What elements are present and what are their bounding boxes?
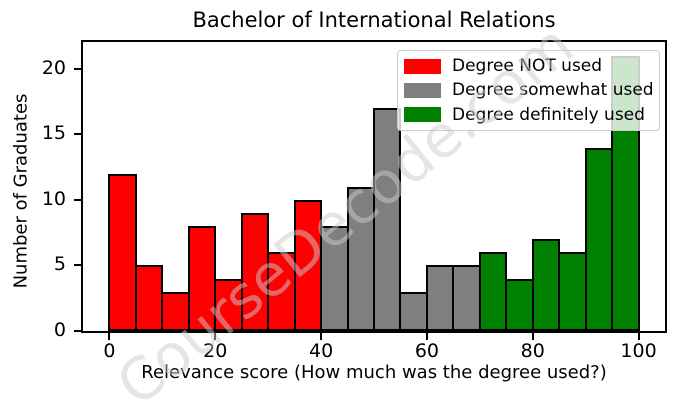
histogram-bar bbox=[108, 173, 137, 331]
y-tick-mark bbox=[74, 133, 81, 136]
y-tick-mark bbox=[74, 67, 81, 70]
y-tick-label: 5 bbox=[53, 253, 66, 276]
x-tick-label: 20 bbox=[203, 340, 228, 362]
histogram-bar bbox=[373, 108, 402, 331]
legend-item-label: Degree NOT used bbox=[452, 56, 603, 77]
histogram-bar bbox=[505, 278, 534, 331]
histogram-bar bbox=[399, 291, 428, 331]
y-tick-label: 15 bbox=[41, 122, 66, 145]
x-tick-label: 100 bbox=[620, 340, 657, 362]
histogram-bar bbox=[558, 252, 587, 331]
x-tick-mark bbox=[214, 333, 217, 340]
x-tick-label: 40 bbox=[308, 340, 334, 362]
legend-swatch bbox=[404, 58, 441, 74]
legend: Degree NOT used Degree somewhat used Degre… bbox=[397, 50, 660, 131]
x-tick-mark bbox=[320, 333, 323, 340]
histogram-bar bbox=[584, 147, 614, 331]
y-tick-mark bbox=[74, 198, 81, 201]
legend-swatch bbox=[404, 82, 441, 98]
legend-item: Degree NOT used bbox=[404, 56, 659, 76]
y-tick-label: 0 bbox=[53, 319, 66, 341]
histogram-bar bbox=[161, 291, 190, 331]
legend-item-label: Degree somewhat used bbox=[452, 80, 654, 101]
histogram-bar bbox=[267, 252, 296, 331]
histogram-bar bbox=[425, 265, 455, 331]
histogram-bar bbox=[293, 199, 323, 331]
x-tick-mark bbox=[637, 333, 640, 340]
histogram-bar bbox=[187, 226, 217, 331]
histogram-bar bbox=[452, 265, 481, 331]
histogram-bar bbox=[320, 226, 349, 331]
histogram-bar bbox=[478, 252, 508, 331]
y-tick-mark bbox=[74, 330, 81, 332]
histogram-bar bbox=[134, 265, 164, 331]
x-tick-label: 60 bbox=[414, 340, 439, 362]
y-tick-label: 20 bbox=[41, 56, 66, 79]
y-tick-mark bbox=[74, 264, 81, 267]
histogram-bar bbox=[531, 239, 561, 331]
legend-item-label: Degree definitely used bbox=[452, 104, 645, 125]
y-tick-label: 10 bbox=[41, 187, 66, 210]
legend-item: Degree definitely used bbox=[404, 105, 659, 125]
histogram-bar bbox=[214, 278, 243, 331]
x-axis-label: Relevance score (How much was the degree… bbox=[141, 362, 607, 383]
x-tick-mark bbox=[425, 333, 428, 340]
histogram-bar bbox=[240, 213, 270, 331]
x-tick-mark bbox=[531, 333, 534, 340]
legend-item: Degree somewhat used bbox=[404, 80, 659, 100]
histogram-bar bbox=[346, 186, 375, 331]
chart-title: Bachelor of International Relations bbox=[192, 8, 556, 32]
x-tick-label: 0 bbox=[103, 340, 116, 362]
legend-swatch bbox=[404, 107, 441, 123]
x-tick-label: 80 bbox=[520, 340, 545, 362]
x-tick-mark bbox=[108, 333, 111, 340]
